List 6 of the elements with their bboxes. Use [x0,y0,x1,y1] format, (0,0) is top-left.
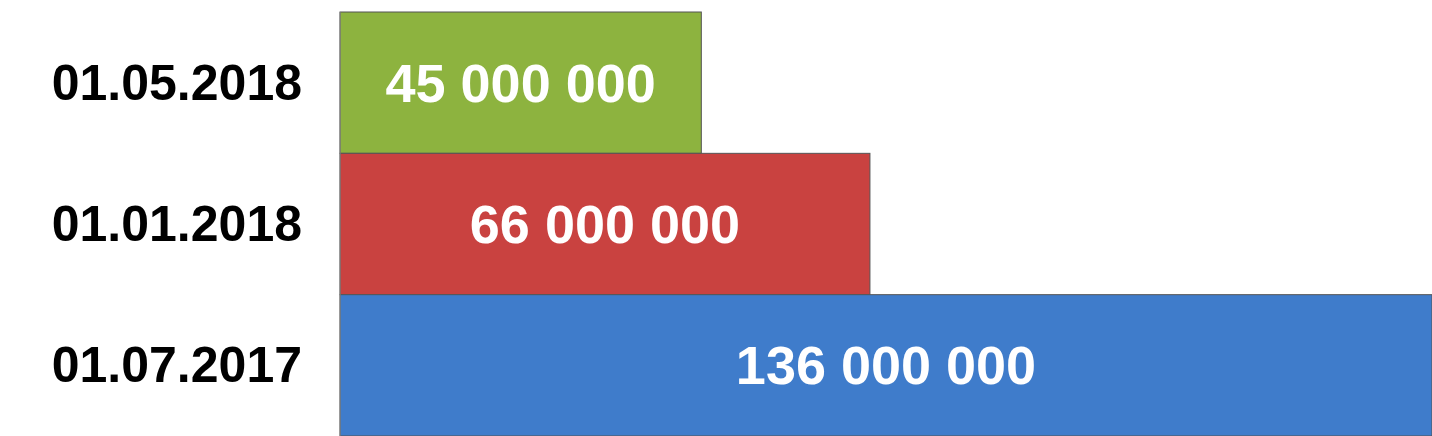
y-tick-label: 01.07.2017 [51,337,302,394]
data-label: 66 000 000 [469,194,741,254]
data-label: 45 000 000 [385,52,656,113]
y-tick-label: 01.05.2018 [51,54,302,111]
data-label: 136 000 000 [735,335,1037,396]
y-tick-label: 01.01.2018 [51,196,302,252]
